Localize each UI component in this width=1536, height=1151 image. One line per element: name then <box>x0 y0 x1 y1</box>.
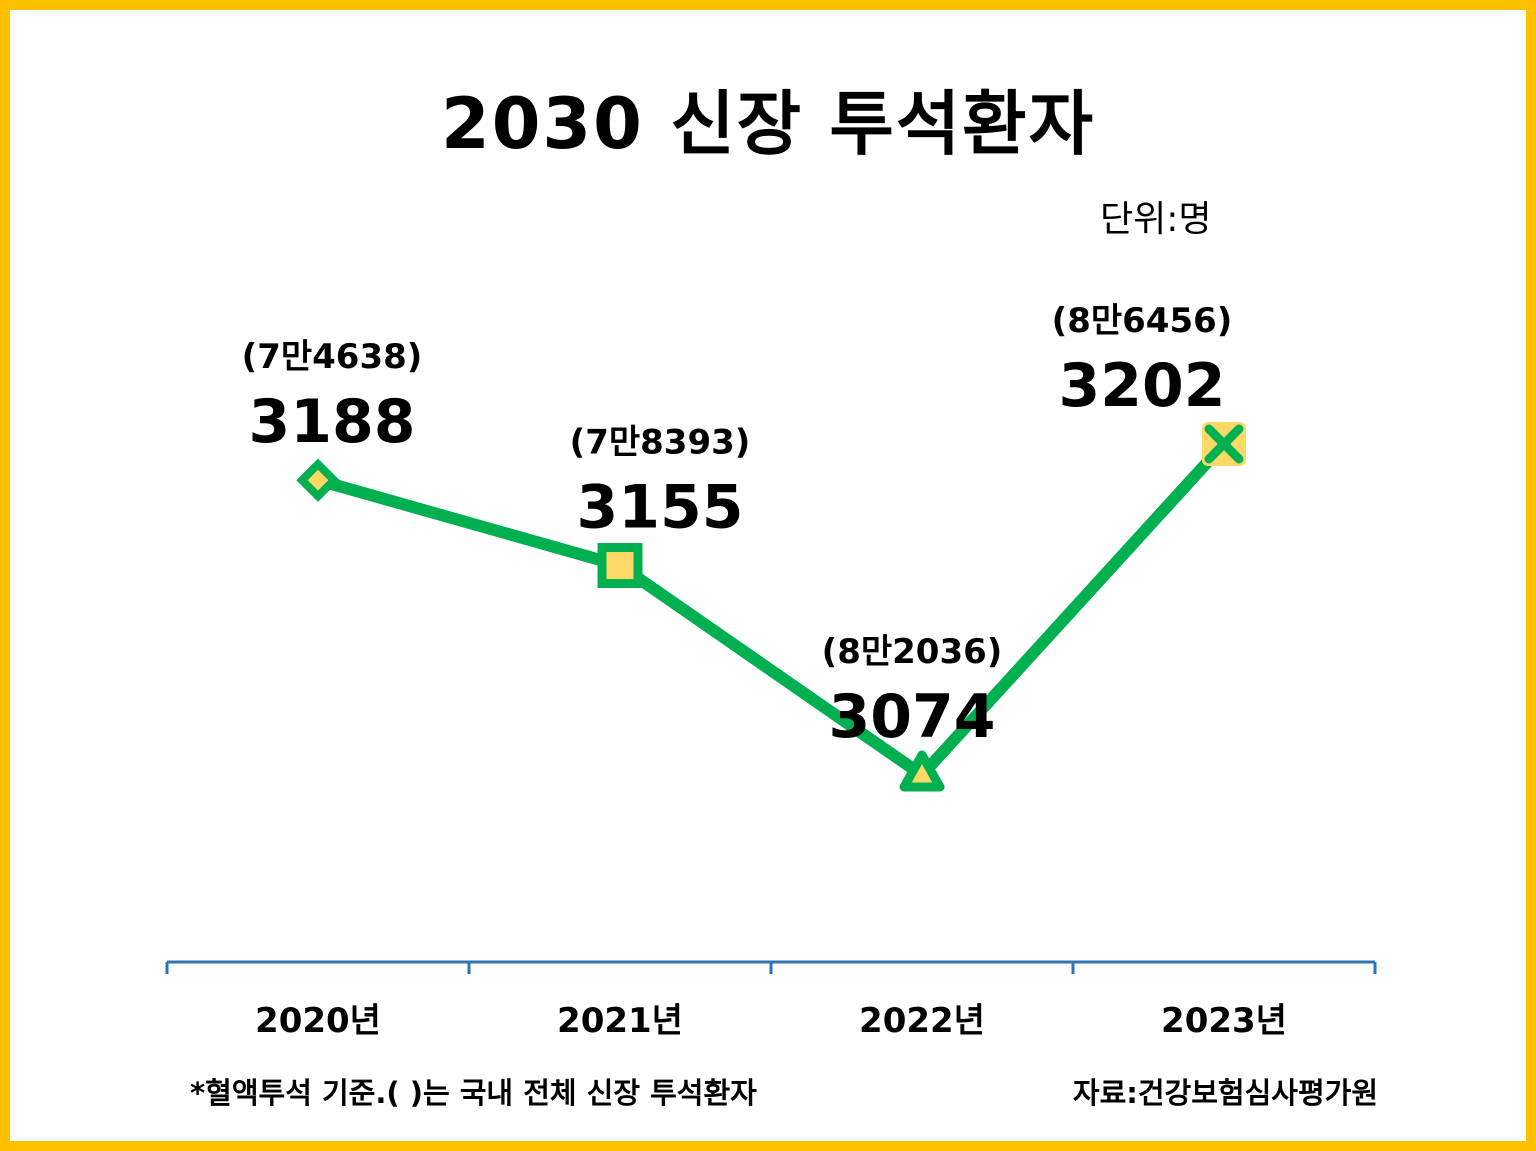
annotation-label: (7만4638) <box>242 337 423 377</box>
x-tick-label: 2020년 <box>255 1001 381 1041</box>
x-tick-label: 2023년 <box>1161 1001 1287 1041</box>
annotation-label: (7만8393) <box>570 423 751 463</box>
data-label: 3188 <box>249 387 416 457</box>
data-point-triangle <box>899 750 945 792</box>
annotation-label: (8만6456) <box>1052 301 1233 341</box>
data-label: 3155 <box>577 473 744 543</box>
x-tick-label: 2021년 <box>557 1001 683 1041</box>
data-label: 3074 <box>829 682 996 752</box>
annotation-label: (8만2036) <box>822 632 1003 672</box>
data-point-diamond <box>296 458 340 502</box>
chart-title: 2030 신장 투석환자 <box>441 83 1095 165</box>
footnote: *혈액투석 기준.( )는 국내 전체 신장 투석환자 <box>190 1076 757 1110</box>
data-line <box>312 438 1230 781</box>
data-point-x <box>1204 424 1244 464</box>
source-label: 자료:건강보험심사평가원 <box>1072 1076 1378 1110</box>
data-label: 3202 <box>1059 351 1226 421</box>
x-tick-label: 2022년 <box>859 1001 985 1041</box>
unit-label: 단위:명 <box>1100 199 1212 240</box>
data-point-square <box>597 543 643 589</box>
